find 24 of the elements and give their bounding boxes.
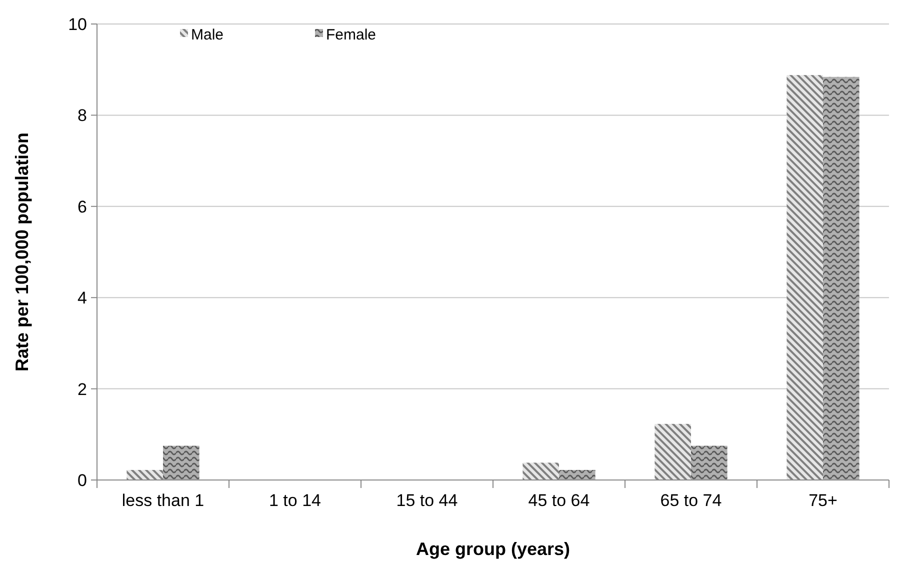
bar xyxy=(522,462,559,480)
x-tick-label: 75+ xyxy=(808,491,838,510)
legend-label: Female xyxy=(326,26,376,44)
bar xyxy=(786,75,823,480)
bar xyxy=(823,76,860,480)
bar xyxy=(691,446,728,480)
y-tick-label: 2 xyxy=(78,380,87,399)
x-tick-label: 45 to 64 xyxy=(528,491,590,510)
legend-label: Male xyxy=(191,26,224,44)
y-tick-label: 10 xyxy=(68,14,87,34)
x-axis-title: Age group (years) xyxy=(416,539,570,559)
bar xyxy=(559,470,596,480)
x-tick-label: 65 to 74 xyxy=(660,491,722,510)
y-tick-label: 8 xyxy=(78,106,87,126)
y-tick-label: 0 xyxy=(78,470,87,490)
x-tick-label: 1 to 14 xyxy=(269,491,321,510)
y-tick-label: 6 xyxy=(78,197,87,216)
bar xyxy=(126,470,163,480)
y-axis-title: Rate per 100,000 population xyxy=(12,132,32,372)
x-tick-label: 15 to 44 xyxy=(396,491,458,510)
bar xyxy=(163,446,200,480)
bar xyxy=(654,424,691,480)
y-tick-label: 4 xyxy=(78,288,87,308)
x-tick-label: less than 1 xyxy=(122,491,204,510)
